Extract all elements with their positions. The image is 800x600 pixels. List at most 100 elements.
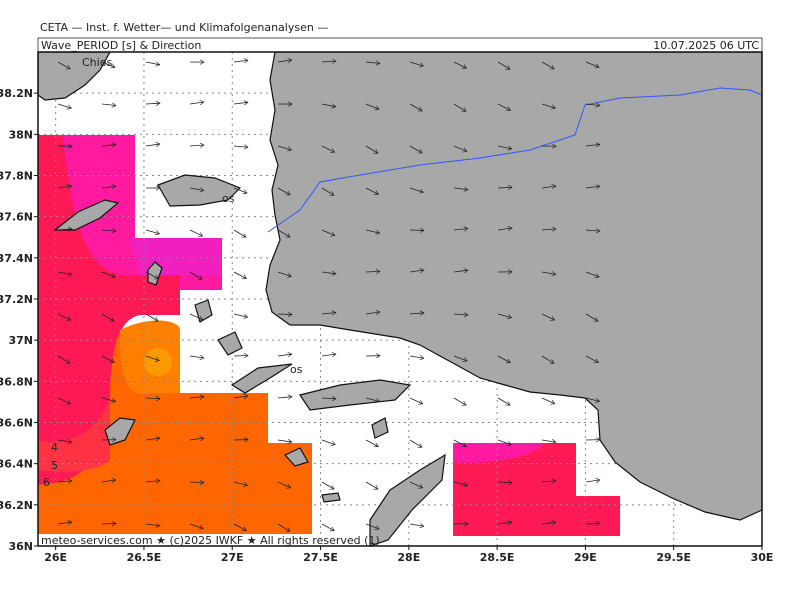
- arrow: [409, 481, 423, 488]
- arrow: [365, 397, 380, 402]
- arrow: [233, 187, 247, 193]
- arrow: [277, 229, 290, 237]
- arrow: [453, 397, 466, 406]
- arrow: [365, 145, 378, 154]
- arrow: [277, 440, 292, 442]
- arrow: [321, 481, 334, 489]
- arrow: [453, 439, 466, 447]
- y-tick-label: 37N: [8, 334, 33, 347]
- arrow: [57, 61, 70, 69]
- arrow: [497, 228, 512, 230]
- arrow: [585, 144, 600, 146]
- land: [38, 52, 762, 546]
- arrow: [189, 482, 204, 483]
- y-tick-label: 38N: [8, 128, 33, 141]
- arrow: [145, 481, 160, 482]
- arrow: [189, 356, 204, 358]
- arrow: [453, 314, 468, 315]
- arrow: [585, 355, 598, 363]
- arrow: [189, 102, 204, 104]
- arrow: [365, 271, 380, 272]
- y-tick-label: 36.4N: [0, 458, 33, 471]
- x-tick-label: 26.5E: [127, 551, 162, 564]
- y-tick-label: 38.2N: [0, 87, 33, 100]
- place-label: Chios: [82, 56, 112, 69]
- x-tick-label: 26E: [44, 551, 67, 564]
- arrow: [365, 187, 378, 194]
- y-tick-label: 37.6N: [0, 211, 33, 224]
- copyright-box: [38, 534, 368, 546]
- arrow: [453, 228, 468, 230]
- y-tick-label: 36.2N: [0, 499, 33, 512]
- arrow: [497, 61, 510, 70]
- arrow: [365, 523, 379, 529]
- arrow: [497, 313, 512, 318]
- arrow: [233, 523, 246, 531]
- arrow: [497, 145, 512, 149]
- arrow: [541, 397, 555, 404]
- arrow: [497, 397, 510, 405]
- arrow: [453, 145, 467, 151]
- y-tick-label: 36N: [8, 540, 33, 553]
- arrow: [189, 145, 204, 146]
- arrow: [409, 439, 422, 448]
- y-tick-label: 37.2N: [0, 293, 33, 306]
- arrow: [409, 103, 422, 111]
- arrow: [409, 145, 422, 153]
- arrow: [409, 187, 423, 192]
- map-title: Wave_PERIOD [s] & Direction: [41, 39, 201, 52]
- arrow: [101, 271, 115, 277]
- arrow: [585, 61, 599, 67]
- arrow: [321, 187, 334, 196]
- arrow: [321, 313, 336, 314]
- arrow: [145, 61, 160, 65]
- arrow: [321, 439, 335, 445]
- x-tick-label: 30E: [751, 551, 774, 564]
- arrow: [497, 439, 511, 445]
- arrow: [541, 522, 556, 524]
- arrow: [541, 481, 556, 482]
- arrow: [277, 523, 290, 532]
- arrow: [585, 397, 600, 401]
- arrow: [365, 62, 380, 63]
- arrow: [189, 397, 204, 398]
- arrow: [365, 481, 378, 490]
- arrow: [321, 354, 336, 356]
- institute: CETA — Inst. f. Wetter— und Klimafolgena…: [40, 21, 328, 34]
- contour-label: 4: [51, 441, 58, 454]
- place-label: os: [290, 363, 303, 376]
- arrow: [233, 60, 248, 62]
- arrow: [145, 103, 160, 104]
- arrow: [541, 61, 554, 69]
- arrow: [57, 440, 72, 442]
- arrow: [101, 523, 116, 524]
- x-tick-label: 28E: [397, 551, 420, 564]
- arrow: [101, 104, 116, 106]
- arrow: [409, 356, 424, 358]
- map-area: Chios os os 4 5 6 meteo-services.com ★ (…: [38, 52, 762, 546]
- arrow: [585, 104, 600, 105]
- arrow: [453, 270, 468, 272]
- arrow: [497, 355, 510, 363]
- arrow: [57, 313, 71, 320]
- arrow: [497, 187, 512, 188]
- arrow: [585, 523, 600, 524]
- arrow: [321, 272, 336, 274]
- arrow: [277, 397, 292, 398]
- wave-directions: [57, 60, 600, 532]
- arrow: [277, 187, 290, 195]
- arrow: [277, 60, 292, 62]
- arrow: [57, 103, 71, 108]
- x-tick-label: 27E: [221, 551, 244, 564]
- arrow: [585, 313, 598, 322]
- arrow: [321, 61, 336, 62]
- y-tick-label: 37.4N: [0, 252, 33, 265]
- arrow: [189, 313, 203, 320]
- arrow: [541, 440, 556, 442]
- arrow: [101, 313, 114, 322]
- arrow: [409, 397, 423, 404]
- arrow: [57, 186, 72, 188]
- arrow: [145, 524, 160, 526]
- place-label: os: [222, 192, 235, 205]
